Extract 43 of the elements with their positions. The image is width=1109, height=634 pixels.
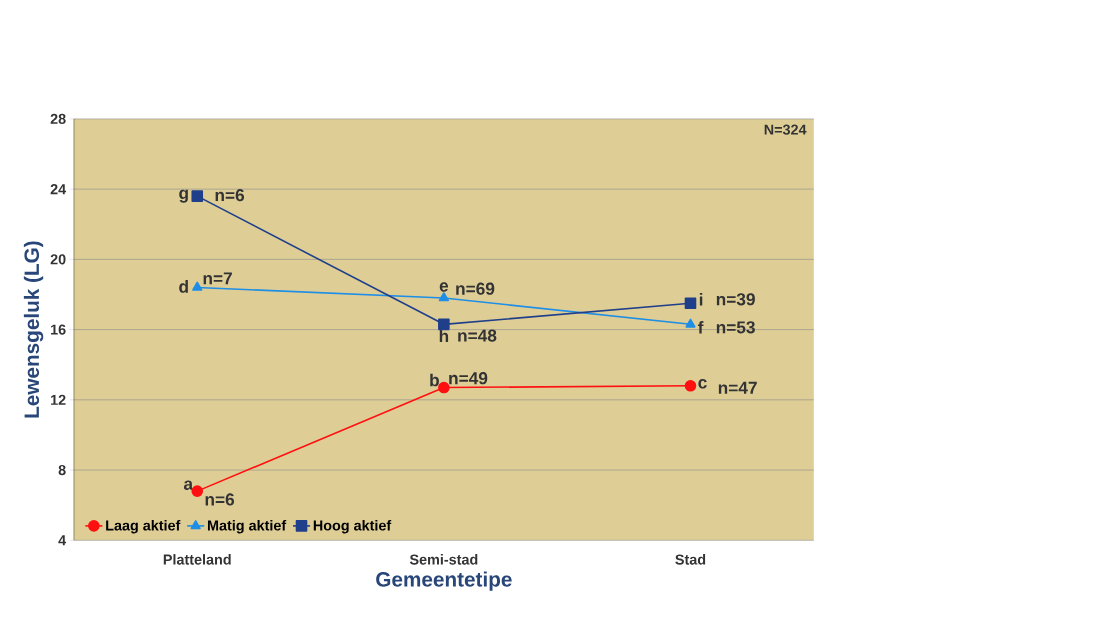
point: [438, 292, 449, 302]
y-tick-label: 24: [50, 184, 67, 195]
y-tick-label: 28: [50, 113, 66, 124]
annotation: f: [697, 321, 704, 334]
point: [684, 297, 697, 309]
annotation: n=69: [456, 282, 495, 295]
y-tick-label: 8: [58, 464, 66, 476]
annotation: n=6: [215, 188, 245, 202]
point: [191, 190, 204, 202]
legend-label: Hoog aktief: [313, 519, 392, 534]
annotation: n=47: [718, 381, 757, 394]
annotation: n=7: [203, 272, 232, 285]
y-tick-label: 4: [58, 535, 67, 546]
annotation: a: [183, 480, 194, 490]
annotation: b: [430, 373, 439, 387]
point: [191, 485, 204, 497]
annotation: n=39: [716, 293, 755, 306]
y-tick-label: 12: [51, 394, 66, 405]
legend-label: Laag aktief: [106, 519, 181, 534]
annotation: d: [179, 280, 188, 293]
x-tick-label: Semi-stad: [409, 554, 478, 565]
annotation: c: [698, 378, 707, 389]
annotation: N=324: [764, 124, 807, 135]
legend-label: Matig aktief: [207, 519, 287, 534]
x-tick-label: Stad: [675, 554, 706, 565]
point: [438, 381, 450, 394]
x-axis-title: Gemeentetipe: [376, 571, 512, 591]
annotation: n=49: [449, 372, 488, 385]
y-tick-label: 20: [50, 254, 66, 265]
y-tick-label: 16: [51, 324, 66, 335]
x-tick-label: Platteland: [163, 554, 231, 565]
point: [685, 318, 696, 328]
annotation: h: [439, 329, 449, 342]
annotation: n=48: [458, 329, 497, 342]
point: [438, 318, 450, 331]
annotation: i: [699, 292, 703, 306]
y-axis-title: Lewensgeluk (LG): [23, 241, 44, 418]
point: [192, 281, 203, 291]
annotation: e: [439, 282, 449, 292]
annotation: n=6: [205, 493, 235, 506]
point: [684, 379, 697, 392]
annotation: g: [179, 189, 188, 203]
annotation: n=53: [716, 321, 755, 334]
